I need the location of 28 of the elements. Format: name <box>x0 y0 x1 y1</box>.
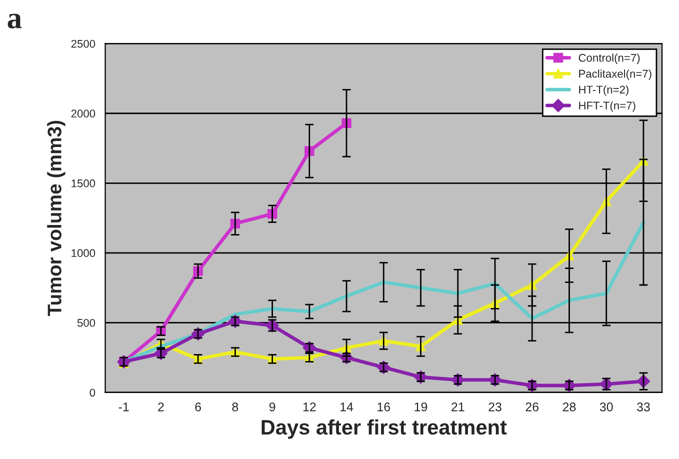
y-tick-label: 1500 <box>72 179 96 188</box>
x-tick-label: 23 <box>488 402 502 412</box>
x-tick-label: 21 <box>452 402 464 412</box>
x-tick-label: 28 <box>562 402 576 412</box>
y-tick-label: 2000 <box>71 110 96 118</box>
x-tick-label: 30 <box>600 402 613 412</box>
text: a <box>8 14 22 28</box>
x-tick-label: 14 <box>340 402 354 412</box>
legend-label: Paclitaxel(n=7) <box>579 70 652 80</box>
y-tick-label: 2500 <box>71 40 96 48</box>
x-tick-label: 26 <box>526 402 539 412</box>
x-tick-label: 6 <box>195 402 201 412</box>
legend-label: Control(n=7) <box>578 54 640 64</box>
x-axis-title: Days after first treatment <box>262 419 507 439</box>
x-tick-label: 12 <box>303 402 316 412</box>
x-tick-label: -1 <box>118 402 129 412</box>
y-tick-label: 1000 <box>72 249 96 258</box>
y-tick-label: 0 <box>90 388 96 397</box>
x-tick-label: 16 <box>378 402 390 412</box>
y-axis-title: Tumor volume (mm3) <box>47 120 66 316</box>
legend-label: HFT-T(n=7) <box>579 101 636 112</box>
x-tick-label: 8 <box>232 402 238 412</box>
x-tick-label: 9 <box>269 402 276 412</box>
x-tick-label: 33 <box>636 402 650 412</box>
x-tick-label: 2 <box>158 402 164 412</box>
y-tick-label: 500 <box>77 318 96 327</box>
legend-label: HT-T(n=2) <box>579 85 628 96</box>
x-tick-label: 19 <box>414 402 428 412</box>
